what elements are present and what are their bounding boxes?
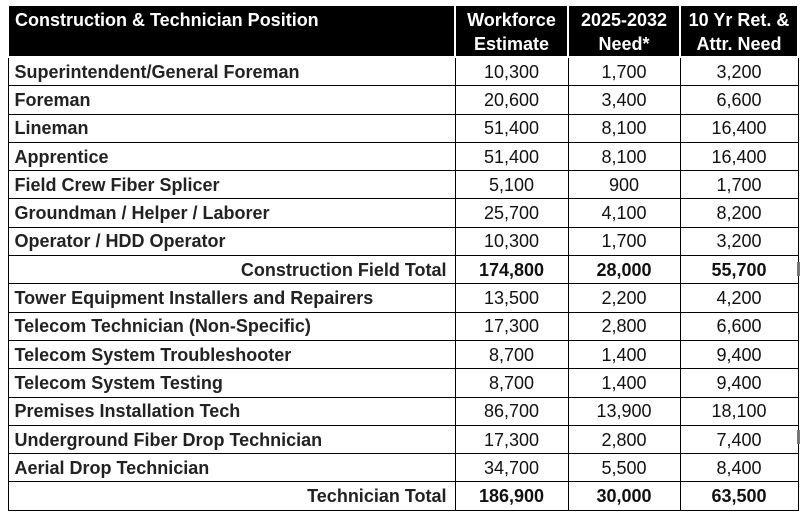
position-cell: Superintendent/General Foreman (7, 56, 456, 87)
workforce-cell: 10,300 (454, 56, 569, 87)
retention-cell: 6,600 (679, 85, 799, 115)
total-retention-cell: 63,500 (679, 481, 799, 511)
position-cell: Premises Installation Tech (7, 396, 456, 426)
retention-cell: 16,400 (679, 141, 799, 172)
need-cell: 13,900 (567, 396, 681, 426)
header-workforce-line1: Workforce (467, 10, 556, 30)
construction-total-row: Construction Field Total 174,800 28,000 … (7, 255, 799, 285)
table-row: Foreman 20,600 3,400 6,600 (7, 85, 799, 115)
edge-marker (797, 430, 800, 444)
table-row: Telecom System Troubleshooter 8,700 1,40… (7, 339, 799, 370)
table-row: Apprentice 51,400 8,100 16,400 (7, 141, 799, 172)
workforce-cell: 86,700 (454, 396, 569, 426)
position-cell: Lineman (7, 113, 456, 143)
retention-cell: 4,200 (679, 283, 799, 313)
table-row: Underground Fiber Drop Technician 17,300… (7, 424, 799, 455)
position-cell: Telecom System Troubleshooter (7, 339, 456, 370)
technician-total-row: Technician Total 186,900 30,000 63,500 (7, 481, 799, 511)
workforce-cell: 51,400 (454, 141, 569, 172)
position-cell: Aerial Drop Technician (7, 453, 456, 483)
table-row: Premises Installation Tech 86,700 13,900… (7, 396, 799, 426)
total-workforce-cell: 186,900 (454, 481, 569, 511)
retention-cell: 1,700 (679, 170, 799, 200)
need-cell: 8,100 (567, 141, 681, 172)
header-need-line1: 2025-2032 (580, 10, 668, 30)
need-cell: 2,800 (567, 311, 681, 341)
table-row: Field Crew Fiber Splicer 5,100 900 1,700 (7, 170, 799, 200)
need-cell: 4,100 (567, 198, 681, 228)
retention-cell: 9,400 (679, 339, 799, 370)
retention-cell: 3,200 (679, 226, 799, 257)
header-retention-line2: Attr. Need (696, 34, 782, 54)
total-workforce-cell: 174,800 (454, 255, 569, 285)
position-cell: Foreman (7, 85, 456, 115)
table-body: Superintendent/General Foreman 10,300 1,… (7, 56, 799, 511)
total-retention-cell: 55,700 (679, 255, 799, 285)
header-row: Construction & Technician Position Workf… (7, 4, 799, 58)
position-cell: Apprentice (7, 141, 456, 172)
need-cell: 2,200 (567, 283, 681, 313)
total-label-cell: Construction Field Total (7, 255, 456, 285)
table-row: Tower Equipment Installers and Repairers… (7, 283, 799, 313)
table-header: Construction & Technician Position Workf… (7, 4, 799, 58)
workforce-cell: 20,600 (454, 85, 569, 115)
workforce-table: Construction & Technician Position Workf… (7, 4, 799, 511)
table-row: Superintendent/General Foreman 10,300 1,… (7, 56, 799, 87)
retention-cell: 8,200 (679, 198, 799, 228)
workforce-cell: 8,700 (454, 368, 569, 398)
header-position-label: Construction & Technician Position (15, 10, 319, 30)
table-row: Telecom Technician (Non-Specific) 17,300… (7, 311, 799, 341)
need-cell: 900 (567, 170, 681, 200)
retention-cell: 3,200 (679, 56, 799, 87)
retention-cell: 7,400 (679, 424, 799, 455)
need-cell: 2,800 (567, 424, 681, 455)
workforce-cell: 5,100 (454, 170, 569, 200)
retention-cell: 16,400 (679, 113, 799, 143)
header-workforce-line2: Estimate (473, 34, 550, 54)
retention-cell: 18,100 (679, 396, 799, 426)
header-retention-line1: 10 Yr Ret. & (688, 10, 790, 30)
header-workforce-estimate: Workforce Estimate (454, 4, 569, 58)
workforce-cell: 25,700 (454, 198, 569, 228)
position-cell: Tower Equipment Installers and Repairers (7, 283, 456, 313)
position-cell: Telecom Technician (Non-Specific) (7, 311, 456, 341)
workforce-cell: 10,300 (454, 226, 569, 257)
need-cell: 5,500 (567, 453, 681, 483)
workforce-table-container: Construction & Technician Position Workf… (7, 4, 799, 511)
total-need-cell: 30,000 (567, 481, 681, 511)
workforce-cell: 8,700 (454, 339, 569, 370)
edge-marker (797, 262, 800, 276)
need-cell: 8,100 (567, 113, 681, 143)
header-position: Construction & Technician Position (7, 4, 456, 58)
table-row: Groundman / Helper / Laborer 25,700 4,10… (7, 198, 799, 228)
table-row: Aerial Drop Technician 34,700 5,500 8,40… (7, 453, 799, 483)
need-cell: 1,400 (567, 339, 681, 370)
need-cell: 1,400 (567, 368, 681, 398)
workforce-cell: 17,300 (454, 311, 569, 341)
position-cell: Telecom System Testing (7, 368, 456, 398)
workforce-cell: 34,700 (454, 453, 569, 483)
retention-cell: 6,600 (679, 311, 799, 341)
workforce-cell: 17,300 (454, 424, 569, 455)
position-cell: Groundman / Helper / Laborer (7, 198, 456, 228)
header-need: 2025-2032 Need* (567, 4, 681, 58)
table-row: Operator / HDD Operator 10,300 1,700 3,2… (7, 226, 799, 257)
retention-cell: 8,400 (679, 453, 799, 483)
position-cell: Underground Fiber Drop Technician (7, 424, 456, 455)
total-need-cell: 28,000 (567, 255, 681, 285)
retention-cell: 9,400 (679, 368, 799, 398)
position-cell: Field Crew Fiber Splicer (7, 170, 456, 200)
need-cell: 3,400 (567, 85, 681, 115)
workforce-cell: 13,500 (454, 283, 569, 313)
table-row: Telecom System Testing 8,700 1,400 9,400 (7, 368, 799, 398)
position-cell: Operator / HDD Operator (7, 226, 456, 257)
need-cell: 1,700 (567, 56, 681, 87)
workforce-cell: 51,400 (454, 113, 569, 143)
total-label-cell: Technician Total (7, 481, 456, 511)
table-row: Lineman 51,400 8,100 16,400 (7, 113, 799, 143)
header-need-line2: Need* (598, 34, 650, 54)
header-retention-need: 10 Yr Ret. & Attr. Need (679, 4, 799, 58)
need-cell: 1,700 (567, 226, 681, 257)
